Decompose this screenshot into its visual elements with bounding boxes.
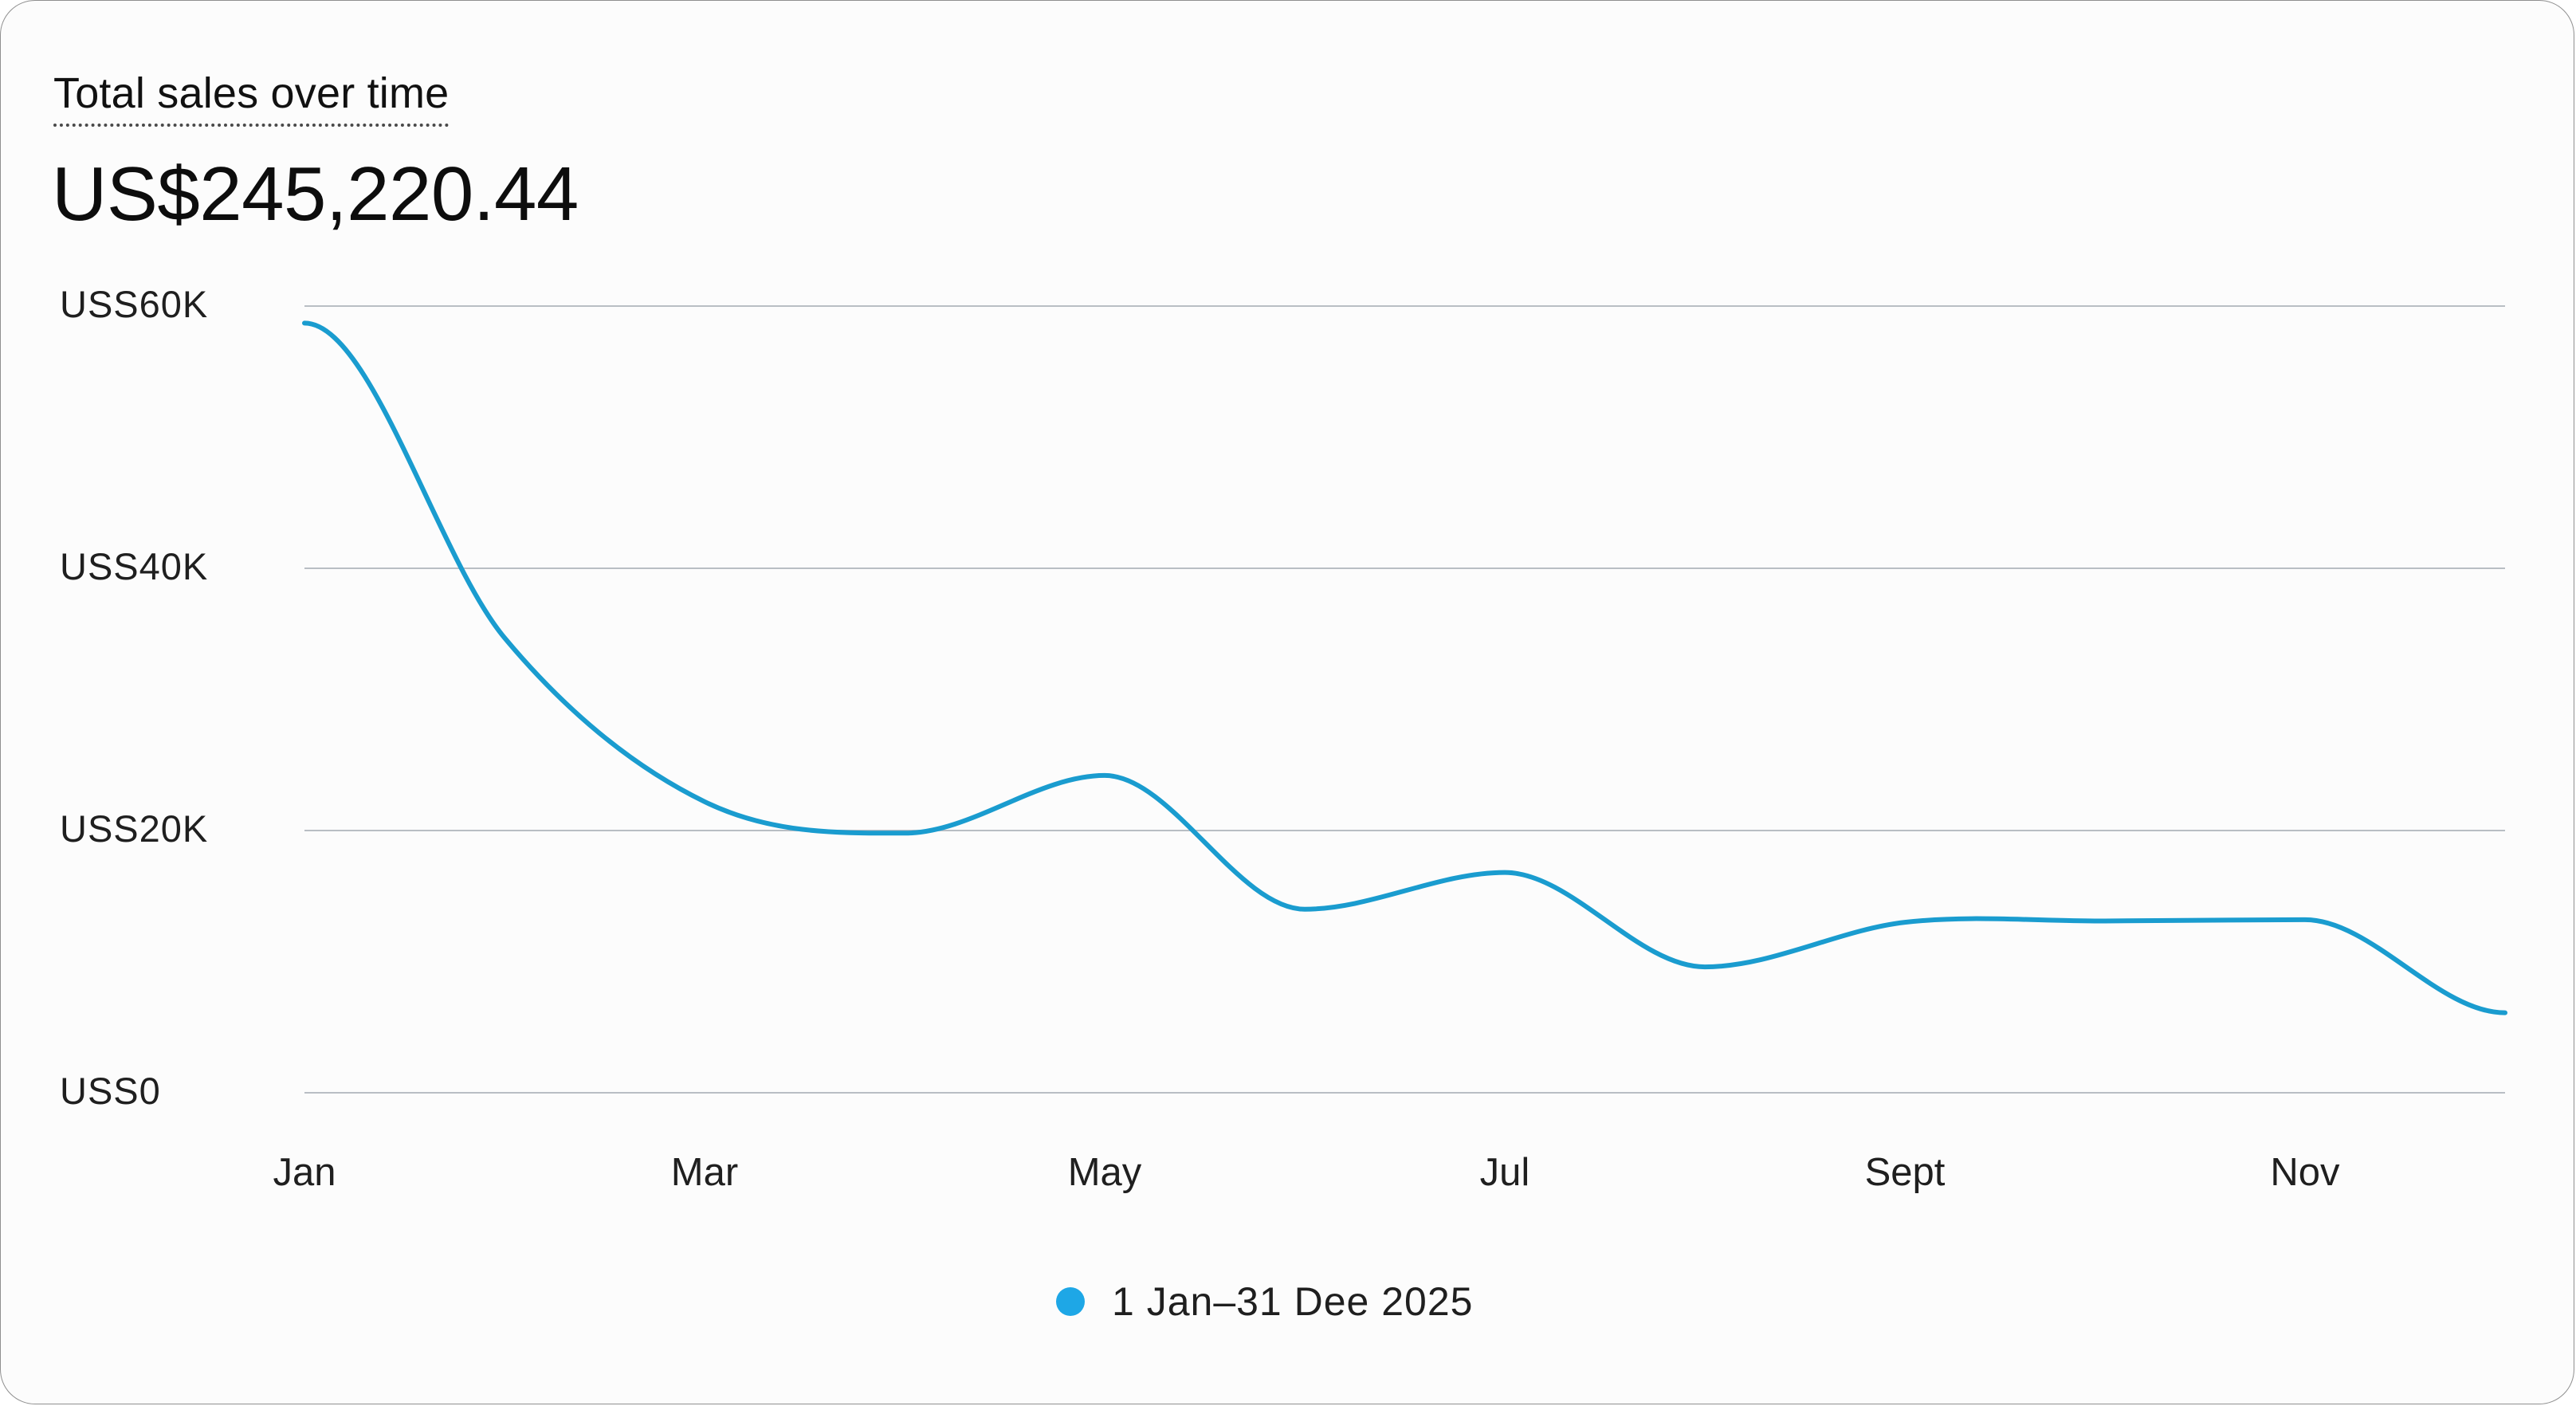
x-axis-label: Jan [273, 1151, 336, 1194]
x-axis-label: Mar [671, 1151, 738, 1194]
y-axis-labels: USS60K USS40K USS20K USS0 [60, 283, 208, 1112]
y-axis-label: USS20K [60, 807, 208, 850]
y-axis-label: USS0 [60, 1070, 161, 1112]
sales-line[interactable] [302, 320, 2507, 1015]
legend-label: 1 Jan–31 Dee 2025 [1112, 1279, 1474, 1324]
y-axis-label: USS40K [60, 545, 208, 587]
x-axis-label: May [1068, 1151, 1142, 1194]
gridlines [304, 305, 2505, 1094]
x-axis-label: Nov [2270, 1151, 2340, 1194]
x-axis-label: Jul [1480, 1151, 1530, 1194]
y-axis-label: USS60K [60, 283, 208, 325]
x-axis-labels: Jan Mar May Jul Sept Nov [273, 1151, 2340, 1194]
x-axis-label: Sept [1865, 1151, 1946, 1194]
legend-dot-icon [1056, 1287, 1085, 1316]
total-sales-value: US$245,220.44 [52, 151, 579, 237]
chart-title[interactable]: Total sales over time [53, 68, 450, 127]
legend-item[interactable]: 1 Jan–31 Dee 2025 [1056, 1278, 1473, 1325]
